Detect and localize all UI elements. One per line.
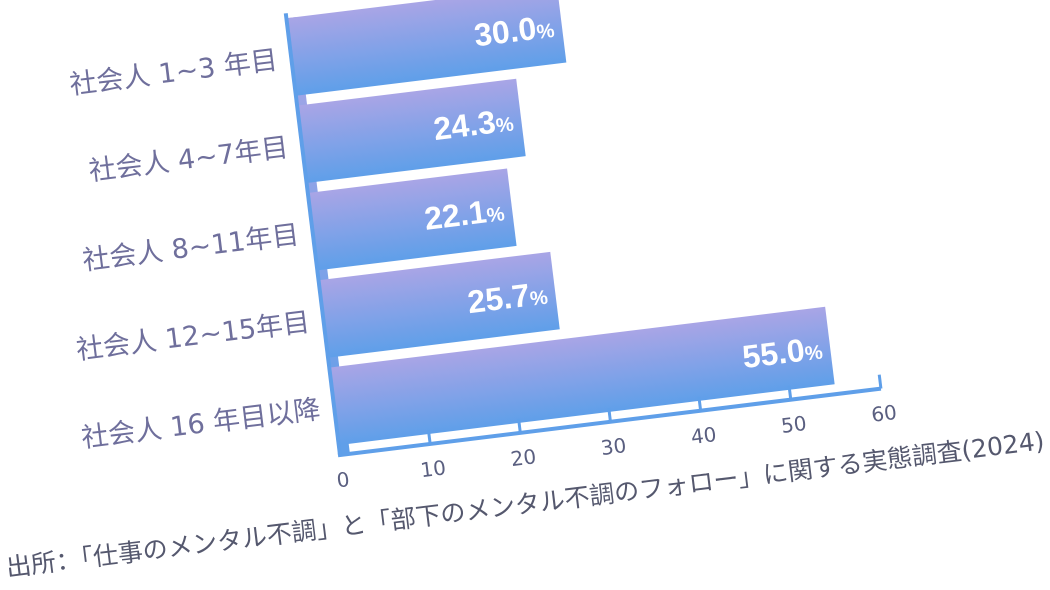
value-label: 55.0% [740, 330, 824, 376]
x-tick-label: 40 [690, 422, 718, 449]
x-tick [517, 418, 522, 434]
value-label: 25.7% [466, 275, 550, 321]
x-tick-label: 50 [780, 411, 808, 438]
x-tick-label: 10 [419, 455, 447, 482]
x-tick [336, 440, 342, 456]
category-label: 社会人 4~7年目 [87, 132, 290, 187]
x-tick [697, 396, 703, 411]
x-tick [426, 429, 432, 445]
value-label: 30.0% [472, 8, 556, 54]
x-tick-label: 60 [870, 400, 898, 427]
x-tick-label: 20 [509, 444, 537, 471]
x-tick [607, 407, 612, 422]
bar [329, 306, 835, 446]
bar [297, 78, 526, 184]
bar [307, 168, 517, 271]
value-label: 24.3% [431, 102, 515, 148]
x-tick-label: 30 [599, 433, 627, 460]
x-tick-label: 0 [335, 467, 351, 492]
category-label: 社会人 12~15年目 [75, 307, 312, 366]
category-label: 社会人 1~3 年目 [68, 45, 279, 101]
bar [318, 251, 560, 358]
category-label: 社会人 16 年目以降 [80, 394, 323, 454]
value-label: 22.1% [422, 191, 506, 237]
bar [286, 0, 567, 96]
x-tick [877, 374, 883, 389]
x-tick [787, 385, 793, 400]
category-label: 社会人 8~11年目 [81, 219, 301, 276]
y-axis [283, 13, 342, 456]
